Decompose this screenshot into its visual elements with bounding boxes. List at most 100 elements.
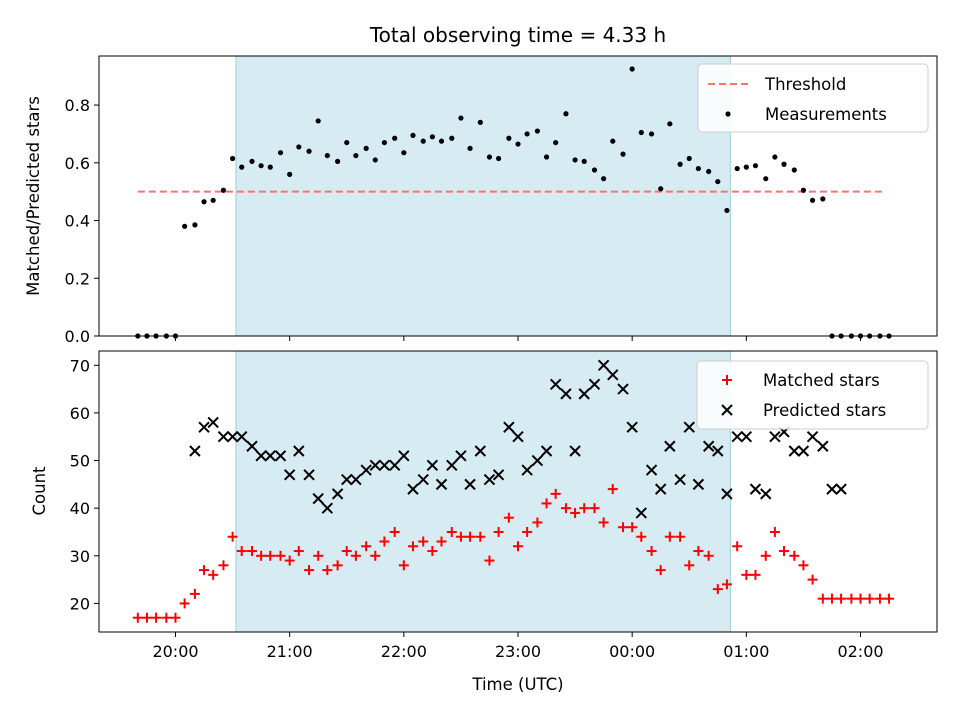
predicted-point	[645, 464, 658, 476]
predicted-point	[455, 450, 467, 462]
measurement-point	[249, 158, 255, 164]
matched-point	[846, 593, 857, 604]
matched-point	[350, 550, 361, 561]
predicted-point	[246, 440, 258, 452]
legend-measurements-swatch	[725, 111, 731, 117]
measurement-point	[743, 164, 749, 170]
measurement-point	[543, 154, 550, 160]
measurement-point	[572, 157, 578, 163]
measurement-point	[363, 145, 369, 151]
measurement-point	[429, 134, 435, 140]
matched-point	[855, 593, 866, 604]
matched-point	[284, 555, 295, 566]
bottom-y-tick-label: 20	[70, 594, 90, 613]
bottom-x-tick-label: 01:00	[723, 642, 769, 661]
matched-point	[712, 584, 723, 595]
top-observing-window	[235, 55, 731, 337]
measurement-point	[677, 161, 683, 167]
legend-matched-swatch	[722, 375, 732, 385]
bottom-window-span	[235, 350, 731, 633]
matched-point	[607, 484, 618, 495]
measurement-point	[287, 171, 293, 177]
legend-matched-label: Matched stars	[763, 371, 880, 390]
measurement-point	[486, 154, 493, 160]
matched-point	[236, 546, 247, 557]
bottom-x-tick-label: 23:00	[495, 642, 541, 661]
matched-point	[579, 503, 590, 514]
measurement-point	[638, 129, 644, 136]
matched-point	[560, 503, 571, 514]
predicted-point	[760, 488, 772, 500]
matched-point	[275, 550, 286, 561]
matched-point	[598, 517, 609, 528]
measurement-point	[420, 138, 426, 144]
bottom-legend: Matched stars Predicted stars	[696, 360, 929, 430]
predicted-point	[597, 359, 610, 371]
predicted-point	[531, 454, 544, 467]
matched-point	[407, 541, 418, 552]
top-y-tick-label: 0.0	[65, 327, 90, 346]
matched-point	[189, 588, 200, 599]
matched-point	[436, 536, 447, 547]
predicted-point	[407, 483, 419, 495]
top-y-tick-label: 0.8	[65, 96, 90, 115]
top-legend: Threshold Measurements	[697, 63, 929, 133]
measurement-point	[258, 163, 264, 169]
matched-point	[455, 531, 466, 542]
matched-point	[874, 593, 885, 604]
matched-point	[389, 526, 400, 537]
matched-point	[741, 569, 752, 580]
matched-point	[760, 550, 771, 561]
predicted-point	[483, 473, 496, 486]
predicted-point	[207, 416, 219, 429]
top-panel: 0.00.20.40.60.8 Matched/Predicted stars …	[24, 55, 938, 346]
matched-point	[550, 488, 561, 499]
matched-point	[807, 574, 818, 585]
matched-point	[227, 531, 238, 542]
measurement-point	[791, 167, 797, 173]
predicted-point	[274, 450, 287, 462]
measurement-point	[809, 197, 816, 203]
matched-point	[618, 522, 629, 533]
measurement-point	[344, 139, 350, 146]
predicted-point	[826, 483, 838, 495]
measurement-point	[658, 186, 664, 192]
matched-point	[721, 579, 732, 590]
matched-point	[779, 546, 790, 557]
predicted-point	[217, 431, 230, 443]
matched-point	[341, 546, 352, 557]
predicted-point	[740, 431, 753, 443]
bottom-legend-box	[696, 360, 929, 430]
predicted-point	[817, 440, 829, 452]
measurement-point	[553, 139, 559, 146]
matched-point	[170, 612, 181, 623]
matched-point	[161, 612, 172, 623]
matched-point	[541, 498, 552, 509]
predicted-point	[236, 431, 248, 443]
predicted-point	[588, 378, 601, 391]
predicted-point	[369, 459, 381, 472]
predicted-point	[788, 445, 800, 457]
chart-title: Total observing time = 4.33 h	[369, 23, 666, 47]
matched-point	[493, 526, 504, 537]
matched-point	[789, 550, 800, 561]
matched-point	[503, 512, 514, 523]
measurement-point	[800, 187, 807, 193]
legend-measurements-label: Measurements	[765, 105, 887, 124]
measurement-point	[515, 141, 521, 147]
bottom-y-axis-label: Count	[30, 466, 49, 516]
matched-point	[304, 565, 315, 576]
predicted-point	[312, 492, 324, 505]
bottom-x-tick-label: 02:00	[837, 642, 883, 661]
predicted-point	[674, 473, 686, 486]
measurement-point	[410, 132, 416, 138]
measurement-point	[438, 138, 445, 144]
matched-point	[199, 565, 210, 576]
measurement-point	[239, 164, 245, 170]
predicted-point	[360, 464, 372, 476]
measurement-point	[591, 167, 598, 173]
predicted-point	[283, 469, 296, 481]
measurement-point	[772, 154, 778, 160]
bottom-x-tick-label: 00:00	[609, 642, 655, 661]
